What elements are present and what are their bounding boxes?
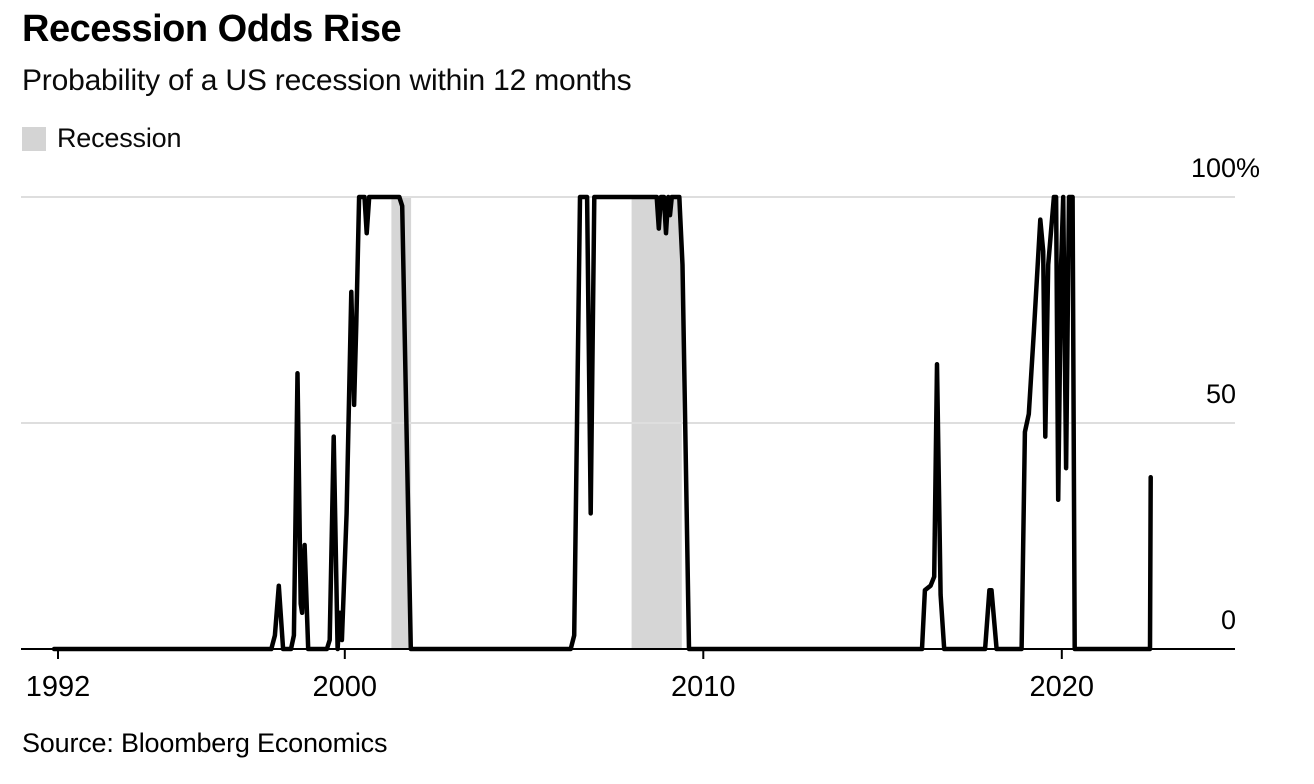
x-axis-label-2010: 2010 <box>671 671 736 703</box>
x-axis-label-1992: 1992 <box>25 671 91 703</box>
x-axis-label-2020: 2020 <box>1029 671 1095 703</box>
y-axis-label-value: 0 <box>1220 605 1236 635</box>
chart-title: Recession Odds Rise <box>22 8 402 50</box>
chart-subtitle: Probability of a US recession within 12 … <box>22 64 632 97</box>
source-note: Source: Bloomberg Economics <box>22 728 388 758</box>
recession-probability-line <box>51 194 1153 652</box>
y-axis-label-0: 0 <box>1221 605 1236 636</box>
x-axis-label-2000: 2000 <box>312 671 378 703</box>
recession-band-swatch <box>22 126 46 151</box>
legend-label: Recession <box>57 123 182 153</box>
legend: Recession <box>22 123 181 154</box>
y-axis-label-100: 100% <box>1190 153 1260 184</box>
y-axis-label-50: 50 <box>1206 379 1236 410</box>
y-axis-label-value: 50 <box>1205 379 1236 409</box>
y-axis-label-suffix: % <box>1236 153 1261 183</box>
y-axis-label-value: 100 <box>1190 153 1236 183</box>
